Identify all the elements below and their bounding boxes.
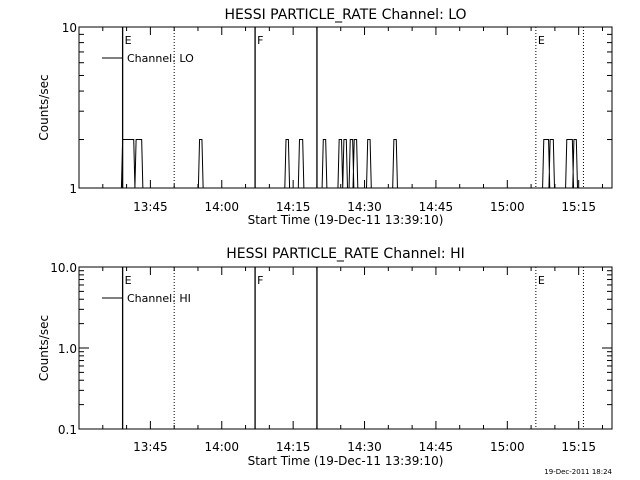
event-marker-label: E: [125, 34, 132, 47]
chart-title: HESSI PARTICLE_RATE Channel: HI: [226, 246, 464, 262]
x-tick-label: 13:45: [133, 200, 168, 214]
x-tick-label: 14:45: [419, 440, 454, 454]
y-axis-label: Counts/sec: [37, 74, 51, 140]
legend-label: Channel: HI: [127, 292, 191, 305]
x-tick-label: 14:15: [276, 440, 311, 454]
x-tick-label: 15:00: [490, 200, 525, 214]
y-tick-label: 1: [69, 182, 77, 196]
legend: Channel: LO: [102, 52, 194, 65]
x-axis-label: Start Time (19-Dec-11 13:39:10): [248, 213, 444, 227]
x-tick-label: 13:45: [133, 440, 168, 454]
x-tick-label: 15:00: [490, 440, 525, 454]
legend-label: Channel: LO: [127, 52, 194, 65]
x-tick-label: 14:15: [276, 200, 311, 214]
event-marker-label: E: [538, 274, 545, 287]
chart-title: HESSI PARTICLE_RATE Channel: LO: [224, 7, 466, 23]
plot-frame: [78, 26, 613, 189]
x-tick-label: 14:30: [347, 200, 382, 214]
y-tick-label: 0.1: [58, 423, 77, 437]
y-tick-label: 1.0: [58, 342, 77, 356]
x-tick-label: 14:45: [419, 200, 454, 214]
series-line: [120, 139, 579, 189]
x-tick-label: 15:15: [561, 200, 596, 214]
event-marker-label: E: [538, 34, 545, 47]
y-tick-label: 10.0: [50, 261, 77, 275]
x-tick-label: 14:00: [204, 440, 239, 454]
x-tick-label: 14:00: [204, 200, 239, 214]
hi-channel-panel: HESSI PARTICLE_RATE Channel: HI 0.1 1.0 10.…: [37, 246, 613, 468]
event-marker-label: E: [125, 274, 132, 287]
event-marker-label: F: [257, 34, 263, 47]
y-axis-label: Counts/sec: [37, 315, 51, 381]
event-marker-label: F: [257, 274, 263, 287]
x-tick-label: 14:30: [347, 440, 382, 454]
x-tick-label: 15:15: [561, 440, 596, 454]
footer-timestamp: 19-Dec-2011 18:24: [544, 468, 612, 476]
legend: Channel: HI: [102, 292, 191, 305]
y-tick-label: 10: [62, 21, 77, 35]
x-axis-label: Start Time (19-Dec-11 13:39:10): [248, 454, 444, 468]
lo-channel-panel: HESSI PARTICLE_RATE Channel: LO 1 10 Counts…: [37, 7, 613, 227]
